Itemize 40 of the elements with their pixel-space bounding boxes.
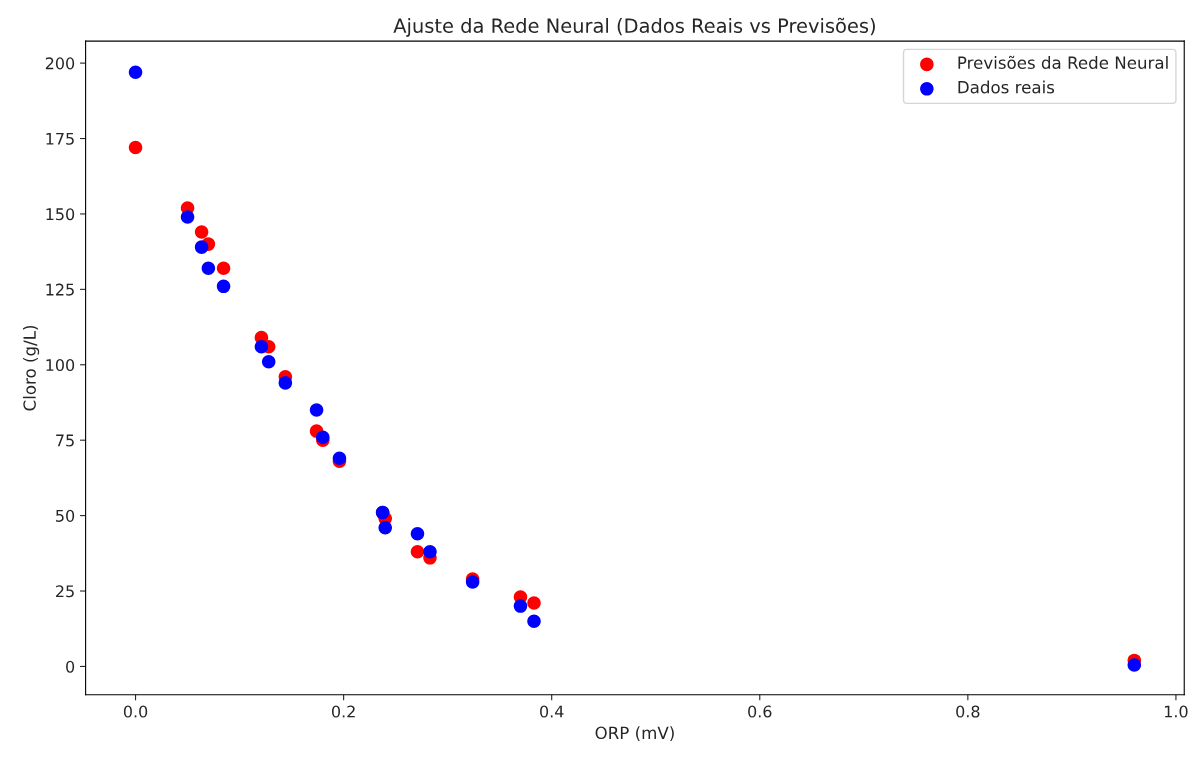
point [423, 545, 437, 559]
point [201, 261, 216, 276]
point [410, 526, 425, 541]
y-tick-label: 100 [46, 358, 75, 372]
legend-label: Previsões da Rede Neural [958, 55, 1168, 69]
point [194, 240, 209, 254]
y-tick-label: 125 [46, 283, 74, 296]
y-tick-label: 25 [56, 585, 74, 598]
point [410, 545, 425, 559]
y-tick-label: 150 [46, 208, 75, 221]
point [527, 614, 541, 628]
x-tick-label: 0.8 [956, 705, 980, 718]
point [278, 376, 293, 390]
point [128, 140, 143, 155]
x-tick-label: 0.6 [748, 705, 772, 718]
point [254, 339, 269, 354]
point [527, 596, 541, 610]
x-tick-label: 0.2 [331, 705, 355, 718]
x-axis-title: ORP (mV) [595, 726, 674, 742]
x-tick-label: 0.4 [540, 705, 564, 718]
legend-label: Dados reais [958, 80, 1055, 94]
y-tick-label: 50 [56, 509, 75, 522]
point [513, 599, 528, 613]
point [261, 354, 276, 369]
point [216, 279, 231, 294]
point [180, 210, 195, 224]
x-tick-label: 0.0 [123, 705, 148, 718]
y-tick-label: 75 [56, 434, 74, 447]
y-tick-label: 200 [45, 57, 75, 70]
point [1127, 658, 1142, 672]
y-axis-title: Cloro (g/L) [23, 325, 40, 411]
y-tick-label: 175 [46, 132, 74, 145]
x-tick-label: 1.0 [1164, 705, 1188, 718]
point [216, 261, 231, 276]
point [128, 65, 143, 79]
chart-title: Ajuste da Rede Neural (Dados Reais vs Previsões) [393, 17, 875, 37]
y-tick-label: 0 [66, 660, 75, 673]
point [309, 403, 324, 417]
point [194, 225, 209, 239]
point [378, 520, 392, 535]
